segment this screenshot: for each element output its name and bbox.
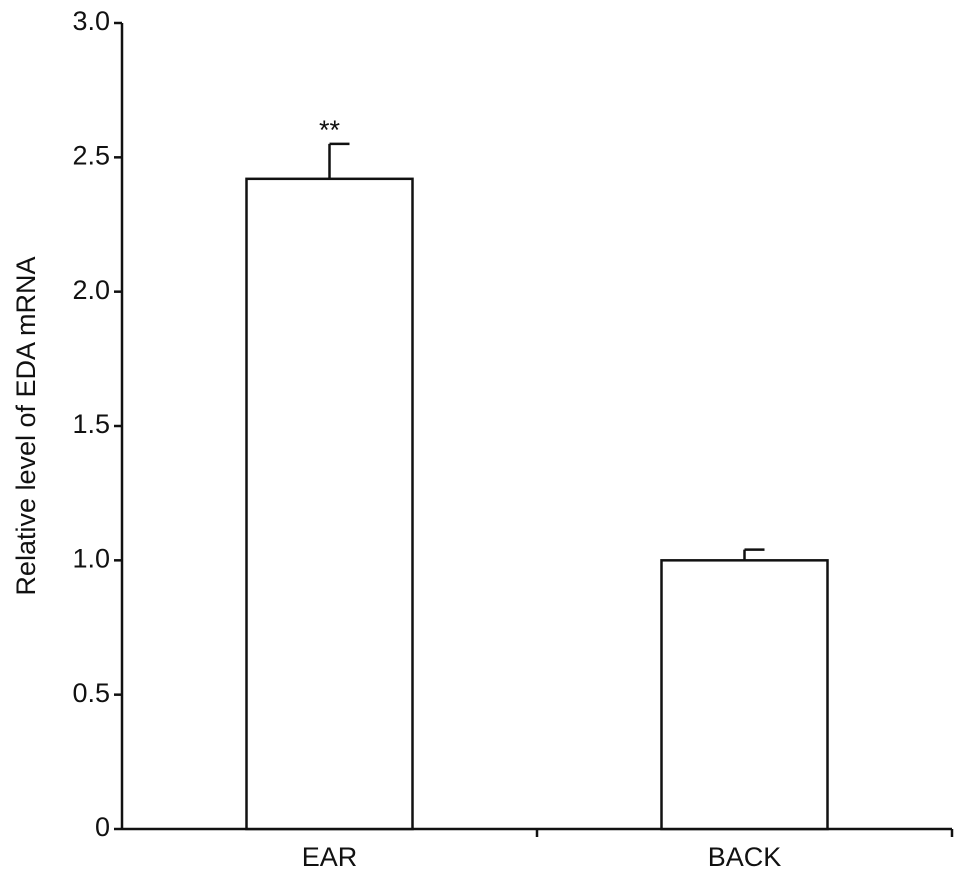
x-tick-label: EAR [302,842,358,872]
y-tick-label: 0 [95,812,110,842]
bar [245,177,414,831]
y-tick-label: 2.0 [72,275,110,305]
y-tick-label: 1.5 [72,409,110,439]
y-tick-label: 2.5 [72,140,110,170]
bar [660,559,829,831]
y-tick-label: 0.5 [72,678,110,708]
y-tick-label: 3.0 [72,6,110,36]
error-bar [328,142,350,179]
y-axis-label: Relative level of EDA mRNA [11,256,41,595]
error-bar [743,548,765,561]
significance-label: ** [319,115,341,145]
x-tick-label: BACK [708,842,782,872]
y-tick-label: 1.0 [72,543,110,573]
